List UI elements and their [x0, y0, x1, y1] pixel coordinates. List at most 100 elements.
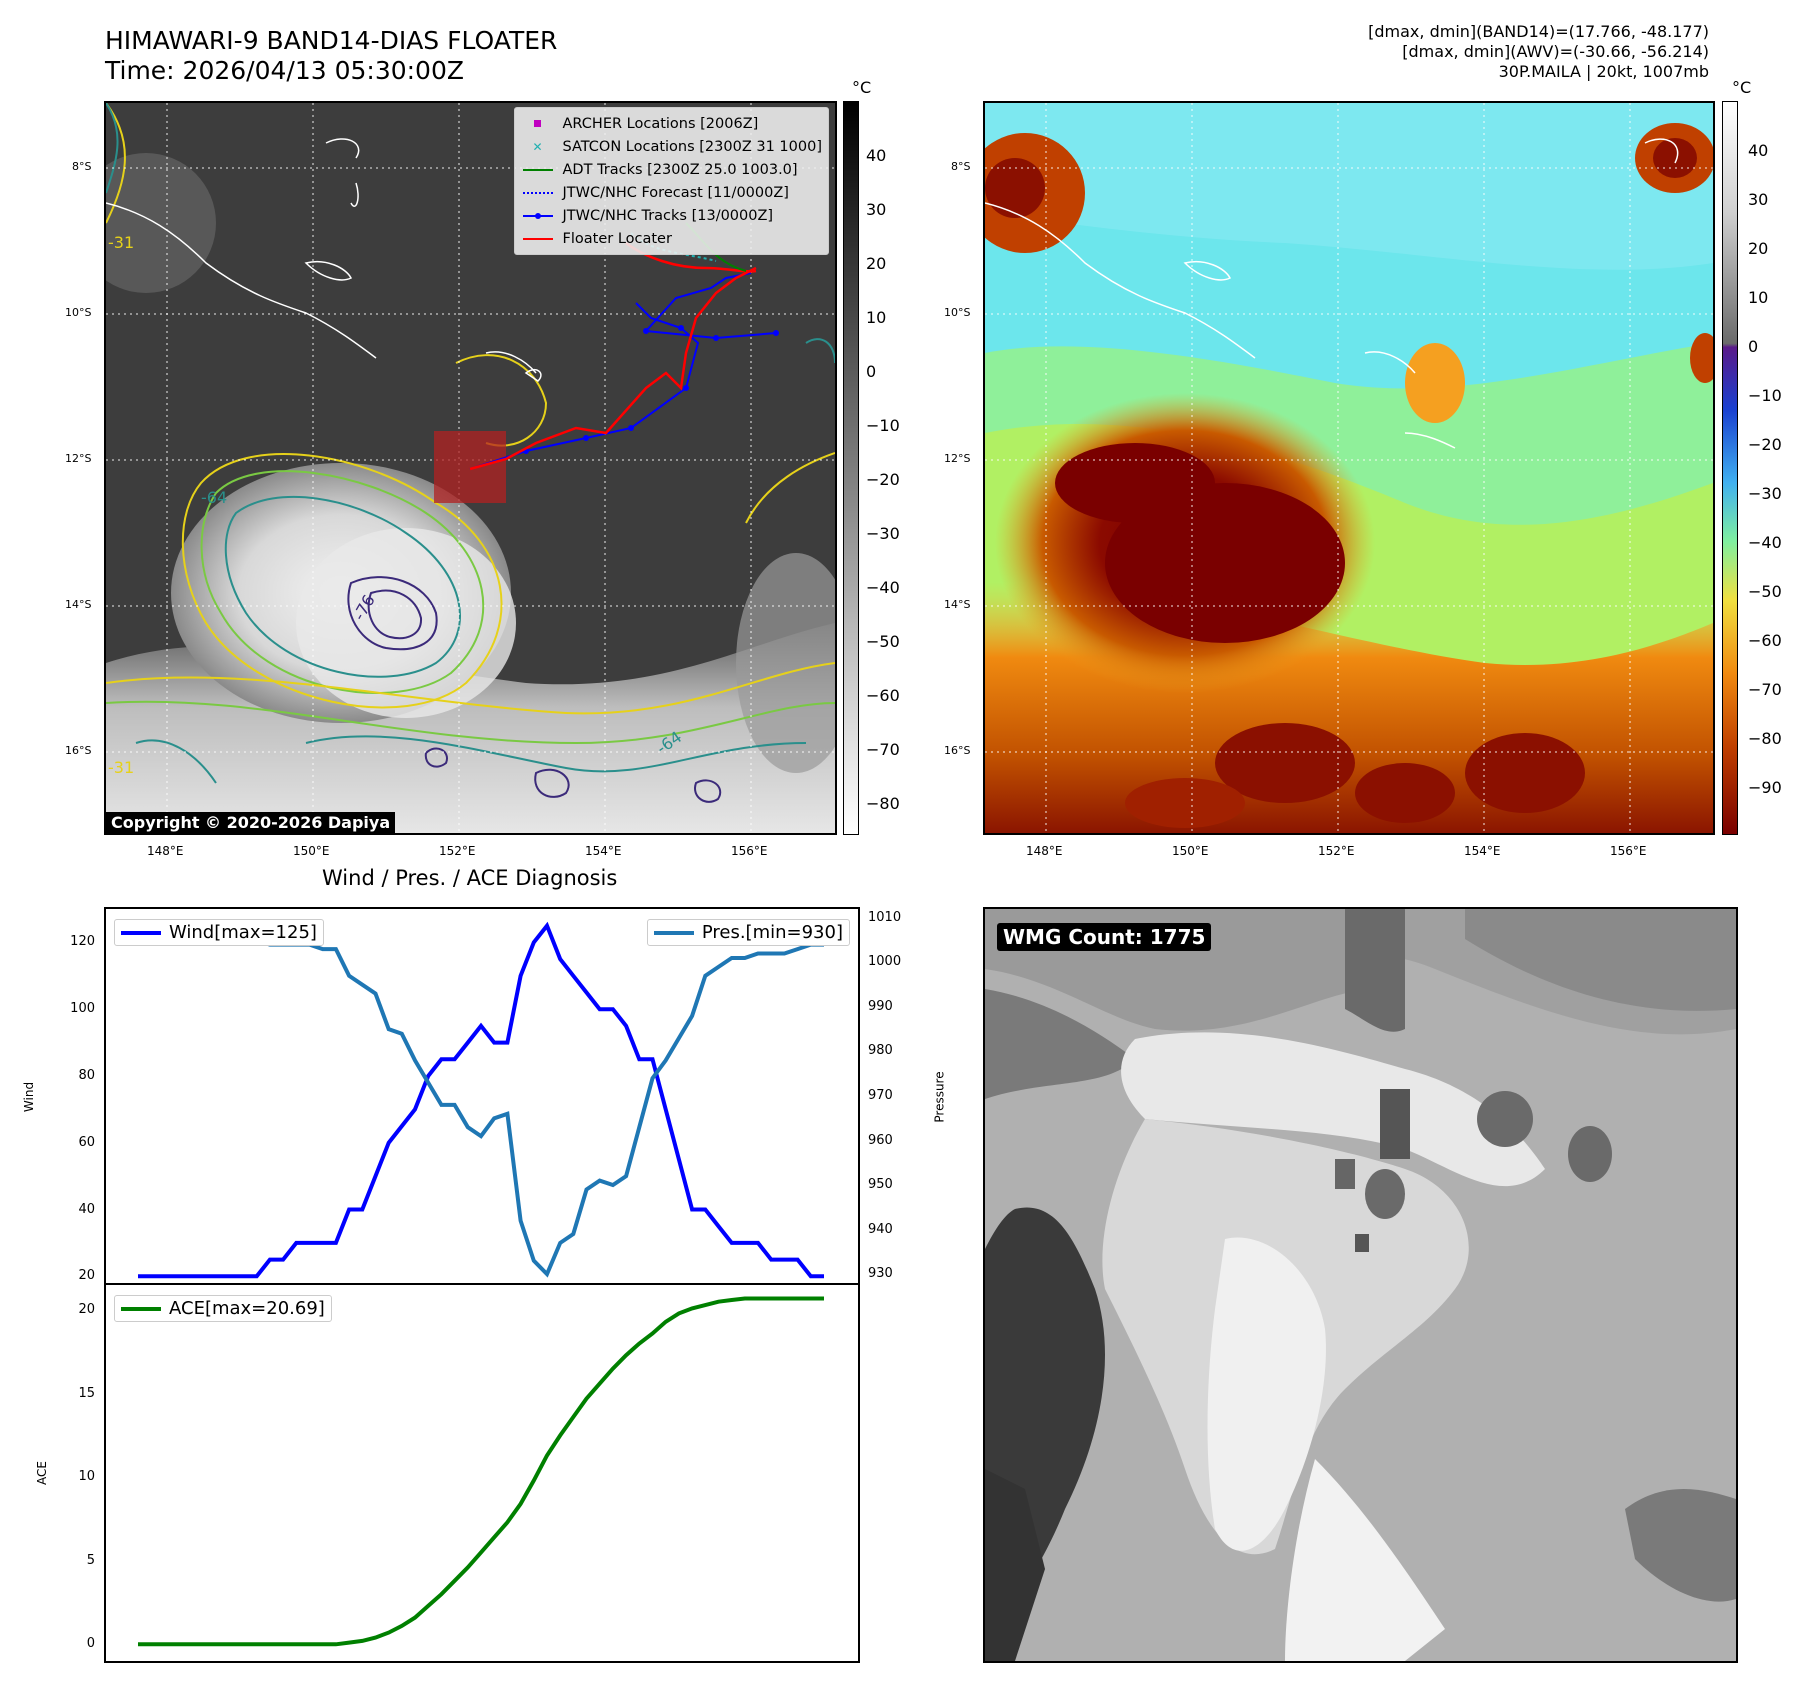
colorbar-tick-label: 30 — [866, 200, 887, 219]
axis-tick-label: 80 — [78, 1067, 95, 1083]
wind-pres-panel: Wind[max=125] Pres.[min=930] — [104, 907, 860, 1285]
axis-tick-label: 10 — [78, 1469, 95, 1485]
colorbar-tick-label: 30 — [1748, 190, 1769, 209]
colorbar-tick-label: −30 — [1748, 484, 1782, 503]
lon-label: 150°E — [293, 844, 330, 858]
axis-tick-label: 60 — [78, 1134, 95, 1150]
colorbar-tick-label: 40 — [866, 146, 887, 165]
lon-label: 154°E — [585, 844, 622, 858]
colorbar-tick-label: −40 — [1748, 533, 1782, 552]
ir-map-panel: ARCHER Locations [2006Z] ✕ SATCON Locatio… — [104, 101, 837, 835]
axis-tick-label: 930 — [868, 1266, 893, 1282]
lat-label: 16°S — [65, 744, 92, 757]
colorbar2-unit: °C — [1732, 78, 1752, 97]
lat-label: 12°S — [65, 452, 92, 465]
colorbar-tick-label: −40 — [866, 578, 900, 597]
legend-jtwc-tracks: JTWC/NHC Tracks [13/0000Z] — [521, 204, 822, 227]
ace-legend: ACE[max=20.69] — [114, 1295, 332, 1322]
colorbar-tick-label: −70 — [1748, 680, 1782, 699]
legend-archer: ARCHER Locations [2006Z] — [521, 112, 822, 135]
contour-label: -31 — [108, 758, 135, 777]
awv-map-panel — [983, 101, 1715, 835]
axis-tick-label: 1010 — [868, 909, 902, 925]
axis-tick-label: 980 — [868, 1043, 893, 1059]
axis-tick-label: 990 — [868, 998, 893, 1014]
colorbar-tick-label: −50 — [866, 632, 900, 651]
colorbar-tick-label: 0 — [866, 362, 877, 381]
ace-plot — [138, 1296, 824, 1647]
info-block: [dmax, dmin](BAND14)=(17.766, -48.177) [… — [1368, 22, 1709, 82]
wind-legend: Wind[max=125] — [114, 919, 324, 946]
lat-label: 12°S — [944, 452, 971, 465]
wmg-panel: WMG Count: 1775 — [983, 907, 1738, 1663]
info-line-3: 30P.MAILA | 20kt, 1007mb — [1498, 62, 1709, 81]
lon-label: 156°E — [1610, 844, 1647, 858]
colorbar-tick-label: −80 — [866, 794, 900, 813]
info-line-1: [dmax, dmin](BAND14)=(17.766, -48.177) — [1368, 22, 1709, 41]
ace-panel: ACE[max=20.69] — [104, 1283, 860, 1663]
lon-label: 152°E — [1318, 844, 1355, 858]
legend-jtwc-forecast: JTWC/NHC Forecast [11/0000Z] — [521, 181, 822, 204]
pressure-series-line — [138, 929, 824, 1278]
colorbar1-unit: °C — [852, 78, 872, 97]
lon-label: 152°E — [439, 844, 476, 858]
pres-axis-label: Pressure — [932, 1071, 947, 1123]
axis-tick-label: 20 — [78, 1268, 95, 1284]
axis-tick-label: 5 — [86, 1552, 95, 1568]
colorbar-tick-label: 0 — [1748, 337, 1759, 356]
colorbar-tick-label: −70 — [866, 740, 900, 759]
lat-label: 10°S — [944, 306, 971, 319]
colorbar-tick-label: −10 — [866, 416, 900, 435]
lat-label: 14°S — [65, 598, 92, 611]
info-line-2: [dmax, dmin](AWV)=(-30.66, -56.214) — [1402, 42, 1709, 61]
colorbar-tick-label: −10 — [1748, 386, 1782, 405]
axis-tick-label: 960 — [868, 1132, 893, 1148]
wmg-image — [985, 909, 1736, 1661]
colorbar-tick-label: −80 — [1748, 729, 1782, 748]
lon-label: 154°E — [1464, 844, 1501, 858]
axis-tick-label: 20 — [78, 1302, 95, 1318]
wmg-count-badge: WMG Count: 1775 — [997, 923, 1212, 951]
colorbar-tick-label: −30 — [866, 524, 900, 543]
colorbar-tick-label: −50 — [1748, 582, 1782, 601]
axis-tick-label: 15 — [78, 1385, 95, 1401]
colorbar-tick-label: 10 — [866, 308, 887, 327]
copyright-badge: Copyright © 2020-2026 Dapiya — [106, 812, 396, 833]
colorbar-tick-label: 20 — [1748, 239, 1769, 258]
axis-tick-label: 1000 — [868, 954, 902, 970]
title-line-1: HIMAWARI-9 BAND14-DIAS FLOATER — [105, 26, 558, 55]
axis-tick-label: 0 — [86, 1636, 95, 1652]
legend-adt: ADT Tracks [2300Z 25.0 1003.0] — [521, 158, 822, 181]
axis-tick-label: 940 — [868, 1221, 893, 1237]
wind-pres-plot — [138, 921, 824, 1279]
legend-floater: Floater Locater — [521, 227, 822, 250]
contour-label: -64 — [201, 488, 228, 507]
colorbar-tick-label: 20 — [866, 254, 887, 273]
colorbar-tick-label: −90 — [1748, 778, 1782, 797]
colorbar-tick-label: −60 — [866, 686, 900, 705]
colorbar-tick-label: 40 — [1748, 141, 1769, 160]
colorbar2 — [1722, 101, 1738, 835]
colorbar-tick-label: −20 — [1748, 435, 1782, 454]
axis-tick-label: 970 — [868, 1088, 893, 1103]
pres-legend: Pres.[min=930] — [646, 919, 850, 946]
ace-series-line — [138, 1296, 824, 1647]
lat-label: 8°S — [951, 160, 971, 173]
colorbar-tick-label: 10 — [1748, 288, 1769, 307]
diag-title: Wind / Pres. / ACE Diagnosis — [322, 866, 618, 890]
lat-label: 14°S — [944, 598, 971, 611]
ace-axis-label: ACE — [34, 1461, 49, 1485]
lon-label: 148°E — [1026, 844, 1063, 858]
wind-series-line — [138, 921, 824, 1279]
axis-tick-label: 100 — [70, 1001, 95, 1017]
legend-satcon: ✕ SATCON Locations [2300Z 31 1000] — [532, 138, 822, 155]
colorbar-tick-label: −20 — [866, 470, 900, 489]
lon-label: 150°E — [1172, 844, 1209, 858]
axis-tick-label: 950 — [868, 1177, 893, 1193]
lat-label: 10°S — [65, 306, 92, 319]
wind-axis-label: Wind — [22, 1081, 37, 1113]
lon-label: 148°E — [147, 844, 184, 858]
awv-map-image — [985, 103, 1713, 833]
map-legend: ARCHER Locations [2006Z] ✕ SATCON Locatio… — [513, 107, 829, 255]
figure-title: HIMAWARI-9 BAND14-DIAS FLOATER Time: 202… — [105, 26, 557, 86]
